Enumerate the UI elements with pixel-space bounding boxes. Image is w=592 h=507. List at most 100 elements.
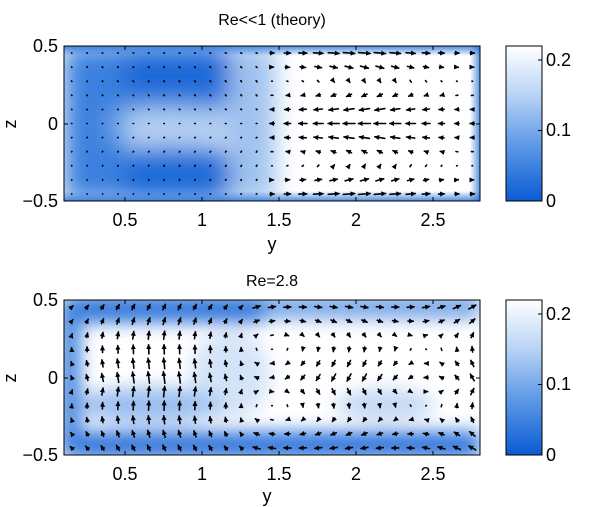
quiver-arrow: [162, 444, 167, 452]
quiver-arrow: [392, 402, 398, 408]
quiver-arrow: [161, 330, 167, 341]
quiver-arrow: [329, 77, 336, 83]
quiver-arrow: [407, 92, 414, 97]
quiver-arrow: [222, 318, 228, 325]
quiver-arrow: [405, 106, 416, 112]
quiver-arrow: [99, 387, 105, 396]
colorbar-gradient: [505, 45, 543, 202]
quiver-arrow: [147, 94, 150, 97]
quiver-arrow: [359, 177, 370, 183]
quiver-arrow: [192, 330, 198, 340]
quiver-arrow: [392, 388, 398, 395]
quiver-arrow: [222, 304, 228, 311]
quiver-arrow: [147, 80, 150, 83]
quiver-arrow: [268, 431, 276, 437]
quiver-arrow: [360, 77, 367, 84]
quiver-arrow: [253, 389, 259, 396]
quiver-arrow: [239, 65, 243, 69]
quiver-arrow: [298, 106, 308, 112]
quiver-arrow: [209, 94, 212, 97]
quiver-arrow: [192, 371, 198, 384]
quiver-arrow: [224, 164, 227, 168]
quiver-arrow: [405, 135, 416, 141]
quiver-arrow: [300, 416, 307, 422]
y-tick-label: 0.5: [33, 36, 58, 56]
quiver-arrow: [163, 94, 166, 97]
quiver-arrow: [313, 106, 324, 112]
quiver-arrow: [453, 388, 460, 395]
quiver-arrow: [224, 150, 227, 153]
quiver-arrow: [361, 331, 367, 338]
quiver-arrow: [315, 388, 321, 395]
quiver-arrow: [223, 387, 229, 396]
quiver-arrow: [392, 374, 399, 381]
quiver-arrow: [331, 346, 337, 353]
quiver-arrow: [421, 106, 431, 112]
quiver-arrow: [390, 64, 400, 70]
quiver-arrow: [178, 80, 181, 83]
quiver-arrow: [361, 373, 368, 382]
quiver-arrow: [469, 359, 475, 368]
quiver-arrow: [115, 371, 121, 384]
quiver-arrow: [253, 319, 261, 325]
quiver-arrow: [207, 331, 213, 340]
quiver-arrow: [360, 445, 369, 451]
quiver-arrow: [313, 304, 323, 310]
quiver-arrow: [207, 386, 213, 397]
quiver-arrow: [439, 417, 446, 424]
x-axis-label: y: [263, 486, 272, 506]
quiver-arrow: [85, 416, 91, 423]
quiver-arrow: [360, 163, 367, 170]
quiver-arrow: [223, 430, 229, 437]
quiver-arrow: [100, 430, 106, 438]
quiver-arrow: [223, 373, 229, 382]
quiver-arrow: [252, 333, 259, 339]
quiver-arrow: [68, 304, 74, 311]
quiver-arrow: [468, 318, 476, 325]
quiver-arrow: [208, 430, 214, 438]
quiver-arrow: [178, 94, 181, 97]
quiver-arrow: [346, 359, 352, 368]
quiver-arrow: [115, 444, 121, 452]
quiver-arrow: [224, 136, 227, 139]
quiver-arrow: [237, 304, 244, 311]
colorbar-tick-label: 0.1: [546, 374, 571, 394]
quiver-arrow: [361, 402, 367, 409]
quiver-arrow: [376, 430, 384, 436]
quiver-arrow: [452, 445, 462, 451]
quiver-arrow: [361, 149, 368, 155]
quiver-arrow: [178, 150, 181, 153]
quiver-arrow: [357, 50, 372, 56]
quiver-arrow: [361, 387, 367, 396]
quiver-arrow: [131, 429, 137, 438]
quiver-arrow: [207, 317, 213, 325]
quiver-arrow: [438, 375, 445, 381]
quiver-arrow: [345, 163, 351, 170]
quiver-arrow: [224, 108, 227, 111]
quiver-arrow: [453, 318, 461, 324]
quiver-arrow: [409, 404, 412, 408]
quiver-arrow: [438, 177, 445, 183]
quiver-arrow: [392, 360, 399, 367]
quiver-arrow: [100, 359, 106, 368]
quiver-arrow: [193, 164, 196, 167]
quiver-arrow: [376, 388, 383, 395]
quiver-arrow: [467, 445, 477, 451]
quiver-arrow: [389, 191, 402, 197]
quiver-arrow: [209, 164, 212, 167]
quiver-arrow: [454, 374, 460, 381]
y-tick-label: −0.5: [22, 191, 58, 211]
quiver-arrow: [163, 150, 166, 153]
quiver-arrow: [100, 372, 106, 383]
quiver-arrow: [439, 92, 446, 97]
quiver-arrow: [177, 385, 183, 398]
quiver-arrow: [69, 445, 76, 452]
quiver-arrow: [440, 80, 443, 83]
quiver-arrow: [224, 94, 227, 97]
quiver-arrow: [130, 415, 136, 425]
quiver-arrow: [83, 304, 90, 311]
y-axis-label: z: [0, 120, 20, 129]
quiver-arrow: [255, 178, 258, 182]
quiver-arrow: [176, 317, 182, 326]
colorbar: 0 0.1 0.2: [505, 45, 571, 211]
